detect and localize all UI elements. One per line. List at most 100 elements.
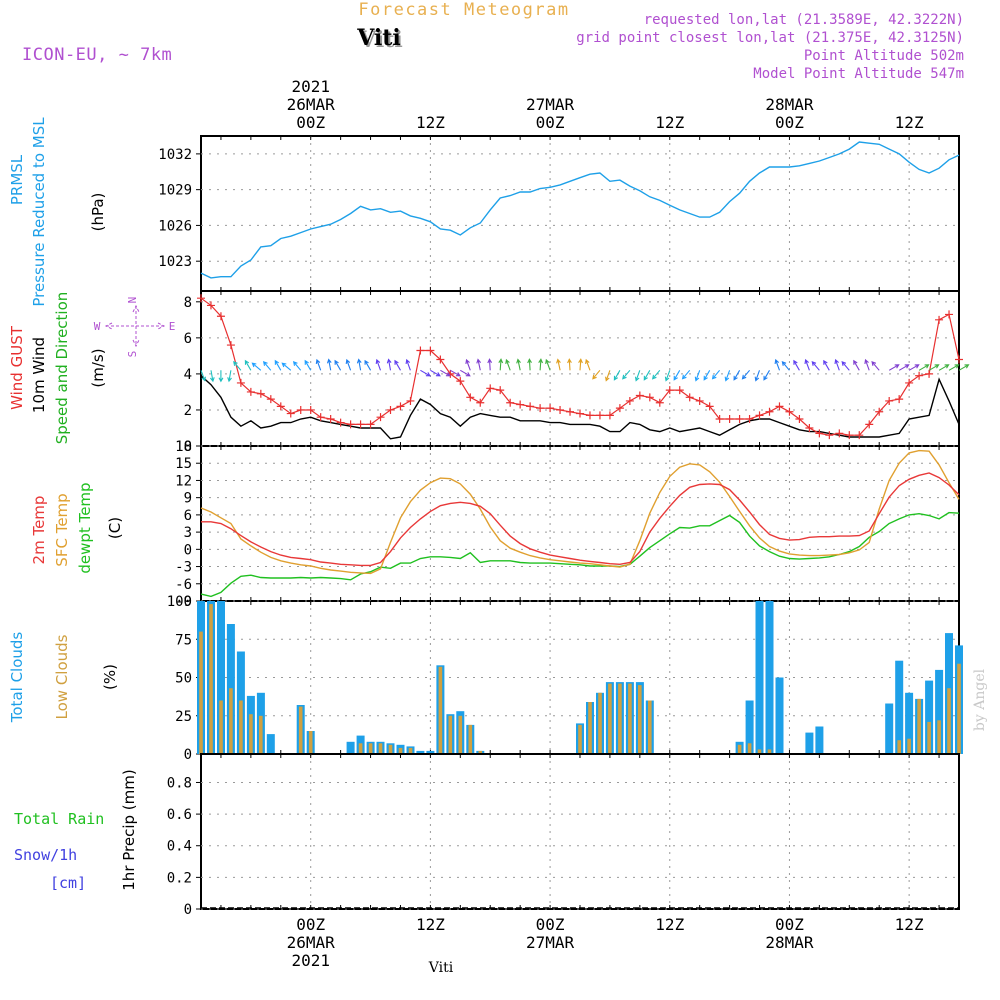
wind-gust-marker <box>306 405 315 414</box>
wind-direction-arrow <box>853 359 860 371</box>
precip-ytick-label: 0.4 <box>167 839 192 855</box>
temp-label-2m: 2m Temp <box>30 496 48 565</box>
cloud-low-bar <box>957 663 961 754</box>
wind-gust-marker <box>595 411 604 420</box>
temp-surface-line <box>200 449 960 575</box>
cloud-total-bar <box>775 677 784 754</box>
wind-gust-marker <box>585 411 594 420</box>
wind-direction-arrow <box>375 358 382 371</box>
temperature-ytick-label: -9 <box>175 594 192 610</box>
wind-gust-marker <box>546 404 555 413</box>
temperature-ytick-label: 18 <box>175 439 192 455</box>
wind-direction-arrow <box>703 370 711 381</box>
wind-direction-arrow <box>834 358 840 371</box>
bottom-time-label: 28MAR <box>765 933 814 952</box>
wind-gust-marker <box>476 398 485 407</box>
cloud-total-bar <box>765 601 774 754</box>
footer-location: Viti <box>428 960 454 976</box>
wind-direction-arrow <box>556 358 561 371</box>
wind-gust-marker <box>935 315 944 324</box>
cloud-low-bar <box>219 700 223 754</box>
cloud-low-bar <box>229 688 233 754</box>
requested-coords: requested lon,lat (21.3589E, 42.3222N) <box>644 12 964 28</box>
precip-ytick-label: 0 <box>184 902 192 918</box>
wind-gust-marker <box>266 395 275 404</box>
wind-gust-marker <box>286 409 295 418</box>
clouds-ytick-label: 0 <box>184 747 192 763</box>
wind-gust-marker <box>765 407 774 416</box>
wind-direction-arrow <box>694 370 701 382</box>
top-time-label: 00Z <box>775 113 804 132</box>
wind-direction-arrow <box>613 370 621 381</box>
wind-direction-arrow <box>841 361 850 371</box>
cloud-total-bar <box>755 601 764 754</box>
wind-gust-marker <box>685 393 694 402</box>
pressure-ytick-label: 1023 <box>158 254 192 270</box>
wind-gust-marker <box>426 346 435 355</box>
cloud-total-bar <box>266 734 275 754</box>
wind-direction-arrow <box>918 364 930 371</box>
cloud-low-bar <box>767 749 772 754</box>
wind-gust-marker <box>665 386 674 395</box>
compass-n: N <box>126 297 139 304</box>
wind-direction-arrow <box>545 358 551 371</box>
bottom-time-label: 12Z <box>416 915 445 934</box>
wind-gust-marker <box>815 429 824 438</box>
cloud-total-bar <box>905 692 914 754</box>
wind-direction-arrow <box>793 359 800 371</box>
wind-ytick-label: 8 <box>184 295 192 311</box>
clouds-ytick-label: 25 <box>175 709 192 725</box>
wind-direction-arrow <box>244 359 252 371</box>
wind-direction-arrow <box>681 369 691 380</box>
wind-gust-marker <box>635 391 644 400</box>
wind-direction-arrow <box>643 370 651 381</box>
wind-gust-marker <box>396 402 405 411</box>
wind-gust-marker <box>276 402 285 411</box>
wind-direction-arrow <box>871 361 880 371</box>
wind-gust-marker <box>615 404 624 413</box>
cloud-total-bar <box>805 732 814 754</box>
wind-gust-marker <box>715 414 724 423</box>
wind-direction-arrow <box>711 369 721 380</box>
wind-direction-arrow <box>754 370 761 382</box>
precip-ytick-label: 0.8 <box>167 775 192 791</box>
wind-gust-marker <box>197 294 205 303</box>
clouds-ytick-label: 100 <box>167 594 192 610</box>
bottom-time-label: 26MAR <box>287 933 336 952</box>
wind-direction-arrow <box>948 364 960 371</box>
wind-ytick-label: 6 <box>184 331 192 347</box>
pressure-ytick-label: 1029 <box>158 183 192 199</box>
wind-gust-marker <box>516 400 525 409</box>
temperature-ytick-label: -6 <box>175 577 192 593</box>
wind-gust-marker <box>456 377 465 386</box>
wind-gust-marker <box>875 407 884 416</box>
cloud-low-bar <box>478 750 483 754</box>
wind-gust-marker <box>915 371 924 380</box>
cloud-low-bar <box>378 743 383 754</box>
wind-gust-marker <box>416 346 425 355</box>
location-title-shadow: Viti <box>358 27 403 53</box>
cloud-low-bar <box>308 731 313 754</box>
wind-direction-arrow <box>460 369 471 377</box>
wind-gust-marker <box>326 414 335 423</box>
cloud-low-bar <box>388 744 393 754</box>
precip-ytick-label: 0.6 <box>167 807 192 823</box>
compass-rose-icon <box>104 304 166 348</box>
bottom-time-label: 12Z <box>895 915 924 934</box>
cloud-unit: (%) <box>101 664 119 690</box>
top-time-label: 00Z <box>536 113 565 132</box>
wind-direction-arrow <box>345 358 352 371</box>
wind-direction-arrow <box>420 369 431 377</box>
cloud-low-bar <box>598 692 602 754</box>
precip-ytick-label: 0.2 <box>167 870 192 886</box>
wind-direction-arrow <box>823 359 830 371</box>
wind-gust-marker <box>346 420 355 429</box>
wind-direction-arrow <box>928 364 940 371</box>
cloud-low-bar <box>608 683 612 754</box>
wind-direction-arrow <box>938 364 950 371</box>
wind-gust-marker <box>735 414 744 423</box>
cloud-low-bar <box>588 702 592 754</box>
wind-gust-marker <box>835 429 844 438</box>
wind-gust-marker <box>406 396 415 405</box>
wind-ytick-label: 2 <box>184 403 192 419</box>
